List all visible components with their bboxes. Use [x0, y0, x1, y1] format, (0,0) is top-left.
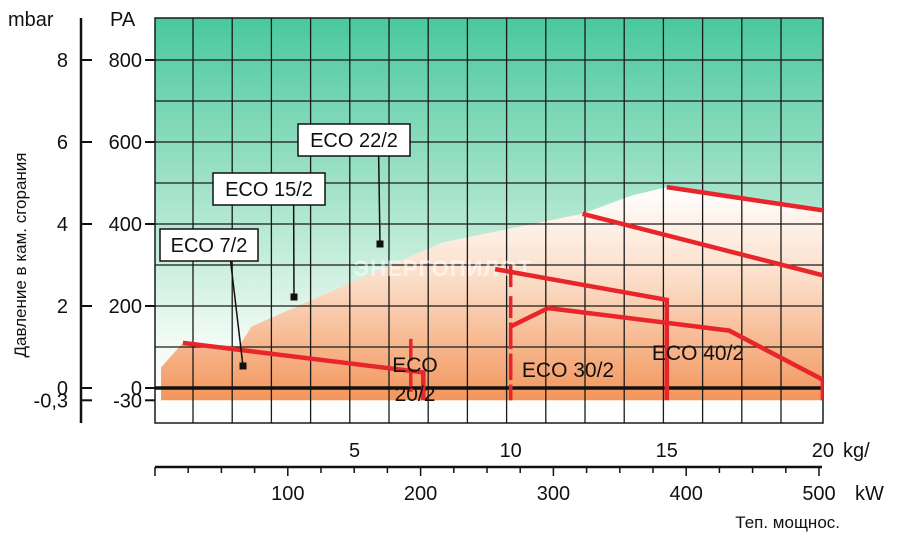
kw-tick-label: 100	[271, 483, 304, 505]
callout-eco-22-2: ECO 22/2	[297, 123, 411, 248]
series-label-eco-30-2: ECO 30/2	[522, 359, 614, 382]
pa-tick-label: 200	[109, 296, 142, 318]
callout-leader	[229, 260, 244, 367]
callout-label: ECO 15/2	[225, 179, 313, 201]
series-labels: ECO 20/2 ECO 30/2 ECO 40/2	[392, 342, 744, 406]
curve-eco-20-2	[509, 305, 823, 401]
mbar-tick-label: 6	[57, 132, 68, 154]
pa-unit-label: PA	[110, 9, 136, 31]
pa-tick-label: -30	[113, 390, 142, 412]
callout-box	[297, 123, 411, 157]
callout-box	[159, 228, 259, 262]
callout-box	[212, 172, 326, 206]
curve-eco-7-2	[182, 340, 426, 401]
curve-eco-15-2	[494, 266, 670, 401]
callout-label: ECO 22/2	[310, 130, 398, 152]
callouts: ECO 7/2 ECO 15/2 ECO 22/2	[159, 123, 411, 370]
kw-unit-label: kW	[855, 483, 884, 505]
pa-tick-label: 600	[109, 132, 142, 154]
kg-tick-label: 10	[500, 440, 522, 462]
callout-label: ECO 7/2	[171, 235, 248, 257]
kw-tick-label: 500	[802, 483, 835, 505]
mbar-tick-label: 4	[57, 214, 68, 236]
kg-tick-label: 15	[656, 440, 678, 462]
mbar-unit-label: mbar	[8, 9, 54, 31]
pa-tick-label: 0	[131, 378, 142, 400]
kw-tick-label: 200	[404, 483, 437, 505]
pa-tick-label: 800	[109, 50, 142, 72]
kg-tick-label: 5	[349, 440, 360, 462]
pa-tick-label: 400	[109, 214, 142, 236]
series-label-eco-20-2: ECO 20/2	[392, 354, 438, 406]
burner-curves	[182, 184, 823, 401]
kw-tick-label: 300	[537, 483, 570, 505]
callout-eco-7-2: ECO 7/2	[159, 228, 259, 370]
mbar-tick-label: 0	[57, 378, 68, 400]
callout-marker	[376, 240, 384, 248]
callout-marker	[239, 362, 247, 370]
curve-eco-30-2	[666, 184, 823, 213]
callout-eco-15-2: ECO 15/2	[212, 172, 326, 301]
watermark: ЭНЕРГОПИЛОТ	[354, 256, 533, 281]
kg-tick-label: 20	[812, 440, 834, 462]
x-axis-caption: Теп. мощнос.	[735, 513, 840, 532]
callout-leader	[377, 155, 381, 245]
series-label-eco-40-2: ECO 40/2	[652, 342, 744, 365]
kg-unit-label: kg/	[843, 440, 870, 462]
plot-frame	[154, 17, 824, 424]
axes: mbar86420-0,3PA8006004002000-30Давление …	[8, 9, 884, 532]
kw-tick-label: 400	[670, 483, 703, 505]
mbar-tick-label: 2	[57, 296, 68, 318]
callout-marker	[290, 293, 298, 301]
mbar-tick-label: -0,3	[34, 390, 68, 412]
y-axis-title: Давление в кам. сгорания	[11, 153, 30, 358]
curve-eco-22-2	[581, 211, 823, 279]
mbar-tick-label: 8	[57, 50, 68, 72]
